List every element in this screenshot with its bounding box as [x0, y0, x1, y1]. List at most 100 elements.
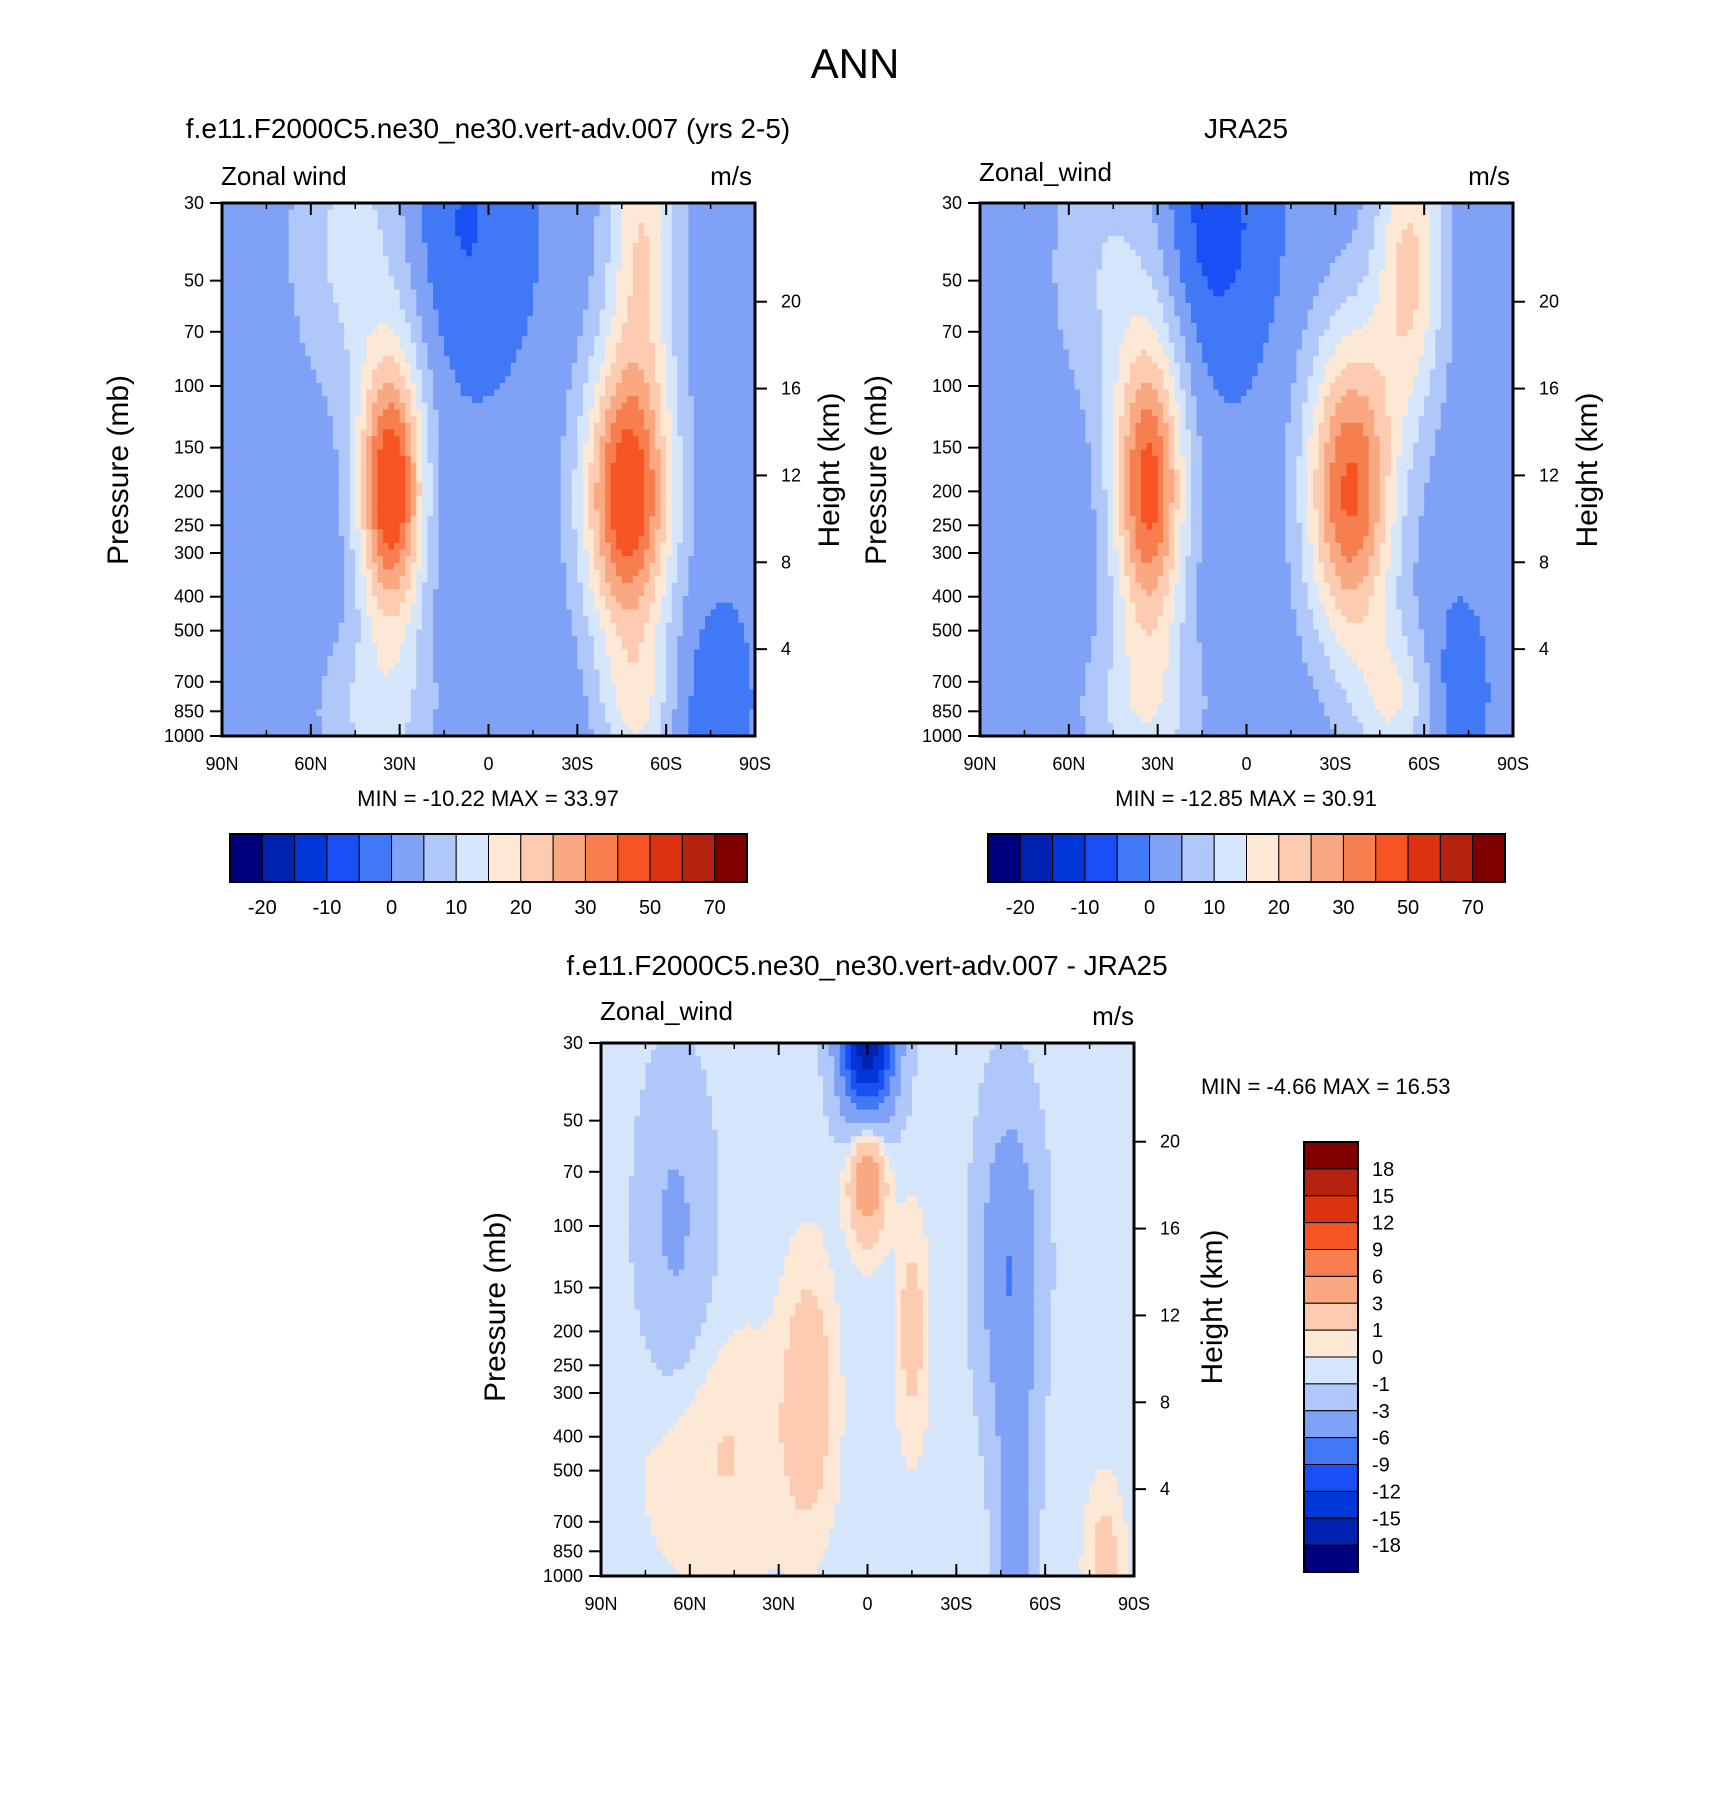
field-cell [743, 476, 751, 484]
field-cell [738, 369, 745, 377]
field-cell [605, 296, 612, 304]
field-cell [688, 276, 695, 284]
field-cell [738, 342, 745, 351]
field-cell [655, 376, 662, 384]
field-cell [432, 496, 440, 504]
field-cell [521, 276, 528, 284]
field-cell [732, 203, 739, 211]
field-cell [327, 502, 334, 511]
field-cell [599, 456, 606, 464]
field-cell [716, 389, 723, 397]
field-cell [388, 442, 395, 451]
field-cell [333, 456, 340, 464]
field-cell [638, 296, 645, 304]
field-cell [344, 436, 351, 444]
field-cell [705, 329, 712, 337]
field-cell [244, 502, 251, 511]
field-cell [599, 209, 606, 217]
field-cell [593, 496, 601, 504]
field-cell [599, 402, 606, 411]
field-cell [266, 522, 273, 531]
field-cell [410, 249, 417, 257]
field-cell [288, 416, 295, 424]
field-cell [277, 382, 284, 391]
field-cell [494, 242, 501, 251]
field-cell [460, 522, 467, 531]
field-cell [643, 376, 651, 384]
field-cell [743, 529, 751, 537]
field-cell [383, 502, 390, 511]
field-cell [521, 529, 528, 537]
field-cell [727, 536, 734, 544]
field-cell [349, 449, 356, 457]
field-cell [593, 542, 601, 551]
field-cell [510, 316, 517, 324]
field-cell [716, 476, 723, 484]
field-cell [255, 482, 262, 491]
field-cell [338, 416, 345, 424]
field-cell [249, 456, 256, 464]
field-cell [238, 209, 245, 217]
field-cell [266, 449, 273, 457]
field-cell [699, 336, 706, 344]
field-cell [632, 489, 639, 497]
field-cell [283, 222, 290, 231]
field-cell [610, 382, 617, 391]
field-cell [666, 542, 673, 551]
field-cell [532, 376, 540, 384]
field-cell [593, 336, 601, 344]
field-cell [271, 469, 279, 477]
field-cell [349, 349, 356, 357]
field-cell [605, 476, 612, 484]
field-cell [577, 396, 584, 404]
field-cell [360, 316, 367, 324]
field-cell [283, 309, 290, 317]
field-cell [599, 222, 606, 231]
field-cell [638, 496, 645, 504]
field-cell [577, 422, 584, 431]
field-cell [555, 416, 562, 424]
field-cell [410, 329, 417, 337]
field-cell [271, 282, 279, 291]
field-cell [310, 476, 317, 484]
field-cell [416, 382, 423, 391]
field-cell [260, 242, 268, 251]
field-cell [438, 482, 445, 491]
field-cell [649, 209, 656, 217]
field-cell [260, 456, 268, 464]
field-cell [566, 489, 573, 497]
field-cell [521, 489, 528, 497]
field-cell [571, 322, 578, 331]
field-cell [227, 276, 234, 284]
field-cell [222, 462, 229, 471]
field-cell [544, 482, 551, 491]
field-cell [421, 382, 429, 391]
field-cell [577, 329, 584, 337]
field-cell [344, 416, 351, 424]
field-cell [360, 462, 367, 471]
field-cell [227, 203, 234, 211]
field-cell [527, 442, 534, 451]
field-cell [477, 249, 484, 257]
field-cell [482, 282, 490, 291]
field-cell [516, 462, 523, 471]
field-cell [371, 529, 379, 537]
field-cell [377, 356, 384, 364]
field-cell [688, 536, 695, 544]
field-cell [266, 209, 273, 217]
field-cell [321, 496, 329, 504]
field-cell [521, 289, 528, 297]
field-cell [260, 396, 268, 404]
field-cell [266, 356, 273, 364]
field-cell [688, 482, 695, 491]
field-cell [416, 329, 423, 337]
field-cell [693, 422, 701, 431]
field-cell [682, 502, 689, 511]
field-cell [360, 262, 367, 271]
field-cell [405, 422, 412, 431]
field-cell [277, 269, 284, 277]
field-cell [344, 242, 351, 251]
field-cell [366, 389, 373, 397]
field-cell [277, 422, 284, 431]
field-cell [299, 422, 306, 431]
